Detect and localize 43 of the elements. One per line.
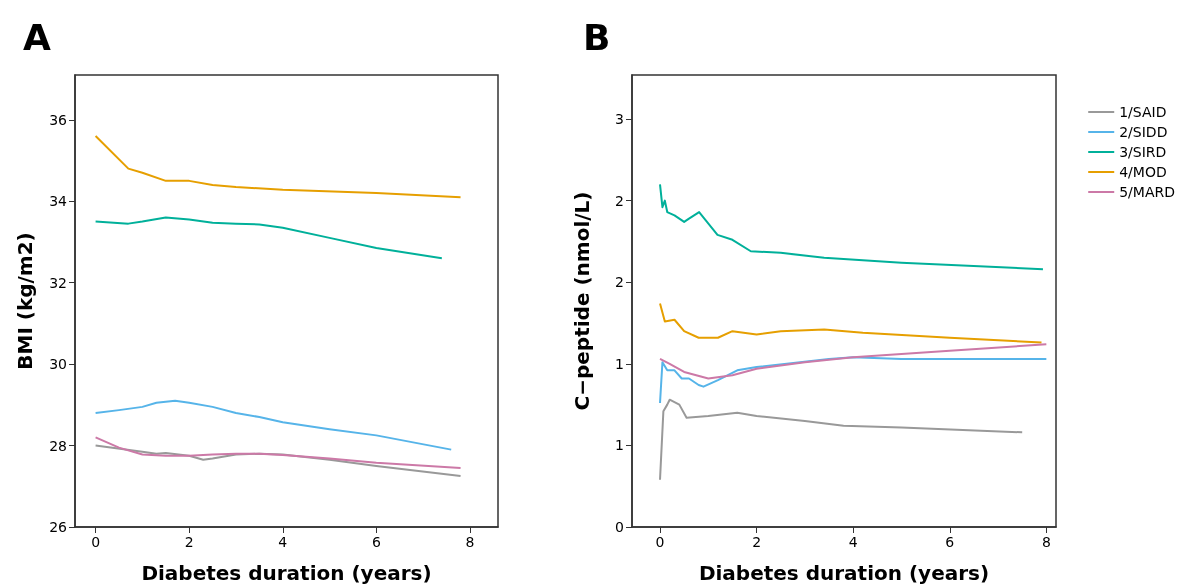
x-tick-label: 8: [465, 534, 475, 550]
line-series: [94, 444, 462, 478]
line-series: [659, 356, 1048, 404]
x-tick-label: 6: [945, 534, 955, 550]
chart-title: A: [23, 16, 51, 58]
y-tick-label: 1: [615, 437, 624, 454]
line-series: [94, 436, 462, 469]
x-tick-label: 4: [278, 534, 288, 550]
y-tick-label: 36: [49, 111, 68, 128]
x-tick-label: 4: [848, 534, 858, 550]
x-tick-label: 0: [91, 534, 101, 550]
line-series: [659, 302, 1043, 344]
line-series: [659, 398, 1024, 481]
line-series: [94, 399, 453, 451]
x-tick-label: 2: [752, 534, 762, 550]
line-series: [94, 135, 462, 199]
line-series: [659, 183, 1044, 271]
x-tick-label: 0: [655, 534, 665, 550]
y-tick-label: 2: [615, 274, 624, 291]
y-tick-label: 0: [615, 519, 624, 535]
legend-label: 1/SAID: [1119, 104, 1167, 120]
y-axis-title: C−peptide (nmol/L): [570, 191, 594, 411]
y-tick-label: 1: [615, 355, 624, 372]
x-tick-label: 6: [371, 534, 381, 550]
x-axis-title: Diabetes duration (years): [141, 561, 432, 585]
y-tick-label: 30: [49, 356, 67, 373]
y-tick-label: 26: [49, 519, 68, 535]
legend-label: 5/MARD: [1119, 184, 1176, 200]
x-tick-label: 8: [1041, 534, 1051, 550]
y-tick-label: 28: [49, 437, 67, 454]
line-series: [94, 216, 443, 260]
chart-title: B: [583, 16, 611, 58]
y-axis-title: BMI (kg/m2): [13, 232, 37, 370]
y-tick-label: 34: [49, 193, 68, 210]
line-series: [659, 343, 1048, 380]
y-tick-label: 2: [615, 192, 624, 209]
y-tick-label: 3: [615, 111, 624, 128]
legend-label: 3/SIRD: [1119, 144, 1167, 160]
x-axis-title: Diabetes duration (years): [698, 561, 990, 585]
legend-label: 2/SIDD: [1119, 124, 1168, 140]
y-tick-label: 32: [49, 274, 67, 291]
legend-label: 4/MOD: [1119, 164, 1167, 180]
x-tick-label: 2: [184, 534, 194, 550]
